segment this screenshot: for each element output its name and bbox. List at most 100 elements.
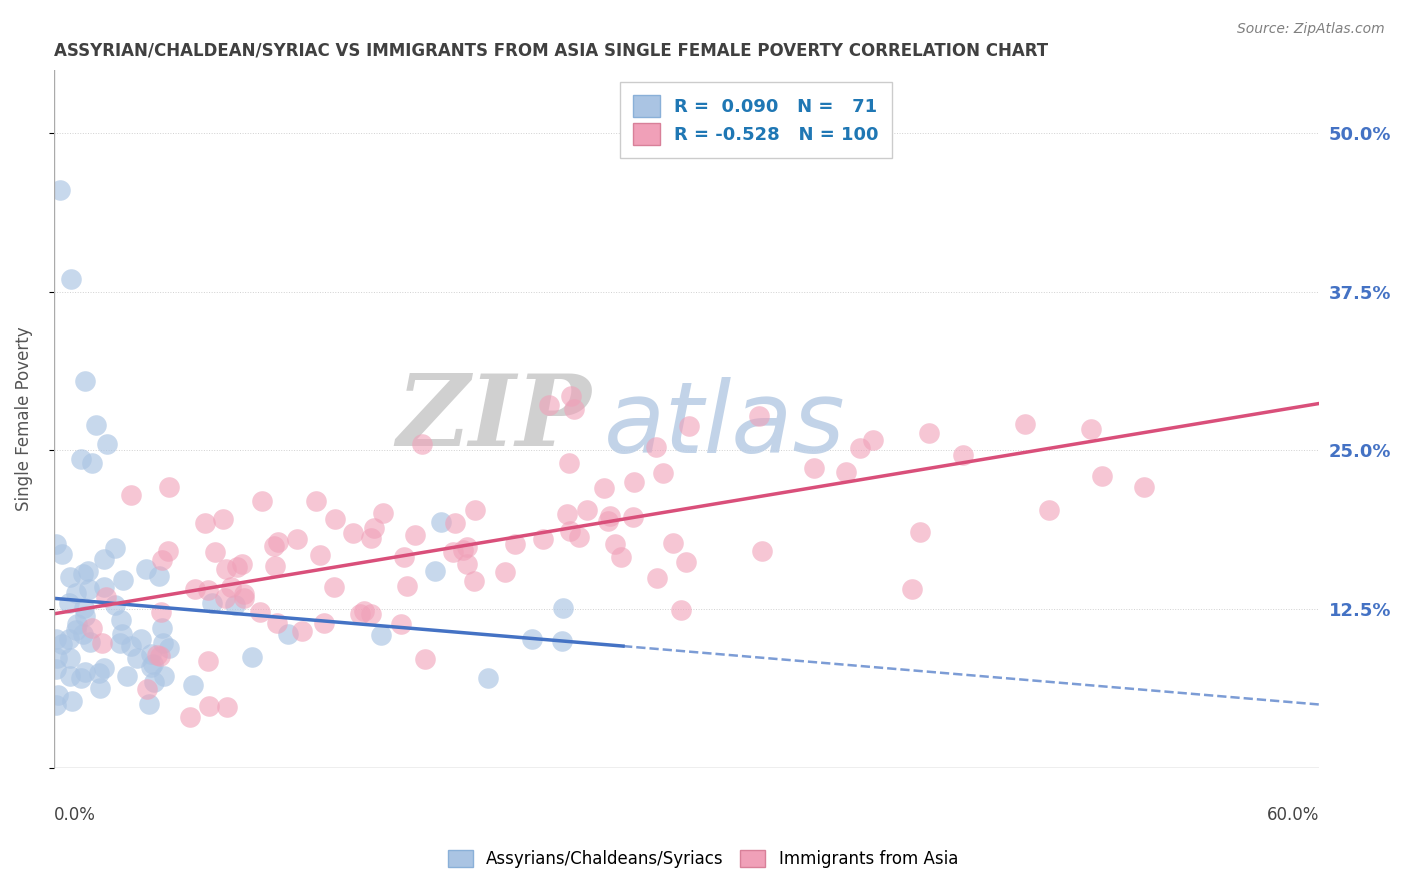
Point	[111, 627, 134, 641]
Point	[179, 710, 201, 724]
Point	[370, 628, 392, 642]
Point	[93, 551, 115, 566]
Point	[441, 545, 464, 559]
Point	[135, 562, 157, 576]
Point	[201, 596, 224, 610]
Point	[678, 418, 700, 433]
Point	[464, 503, 486, 517]
Text: ZIP: ZIP	[396, 370, 592, 467]
Legend: Assyrians/Chaldeans/Syriacs, Immigrants from Asia: Assyrians/Chaldeans/Syriacs, Immigrants …	[441, 843, 965, 875]
Point	[51, 637, 73, 651]
Point	[325, 512, 347, 526]
Point	[221, 580, 243, 594]
Point	[65, 624, 87, 638]
Point	[46, 650, 69, 665]
Point	[65, 586, 87, 600]
Point	[139, 648, 162, 662]
Point	[135, 682, 157, 697]
Point	[46, 688, 69, 702]
Point	[77, 582, 100, 596]
Point	[249, 606, 271, 620]
Point	[94, 590, 117, 604]
Point	[226, 559, 249, 574]
Point	[835, 465, 858, 479]
Point	[908, 524, 931, 539]
Point	[111, 574, 134, 588]
Point	[51, 547, 73, 561]
Point	[125, 651, 148, 665]
Point	[197, 582, 219, 597]
Point	[592, 482, 614, 496]
Point	[675, 555, 697, 569]
Point	[214, 591, 236, 605]
Point	[110, 613, 132, 627]
Point	[115, 669, 138, 683]
Point	[62, 694, 84, 708]
Point	[108, 636, 131, 650]
Point	[45, 698, 67, 713]
Point	[568, 530, 591, 544]
Point	[603, 536, 626, 550]
Text: ASSYRIAN/CHALDEAN/SYRIAC VS IMMIGRANTS FROM ASIA SINGLE FEMALE POVERTY CORRELATI: ASSYRIAN/CHALDEAN/SYRIAC VS IMMIGRANTS F…	[53, 42, 1047, 60]
Point	[72, 626, 94, 640]
Point	[240, 650, 263, 665]
Point	[215, 562, 238, 576]
Point	[157, 480, 180, 494]
Point	[373, 506, 395, 520]
Point	[93, 661, 115, 675]
Point	[494, 565, 516, 579]
Point	[75, 374, 97, 388]
Point	[267, 535, 290, 549]
Point	[146, 648, 169, 662]
Point	[263, 539, 285, 553]
Point	[181, 678, 204, 692]
Point	[456, 541, 478, 555]
Point	[149, 605, 172, 619]
Point	[623, 475, 645, 489]
Point	[91, 636, 114, 650]
Point	[66, 617, 89, 632]
Point	[610, 549, 633, 564]
Point	[59, 668, 82, 682]
Point	[621, 509, 644, 524]
Point	[1014, 417, 1036, 432]
Point	[233, 591, 256, 606]
Point	[392, 550, 415, 565]
Point	[444, 516, 467, 531]
Point	[77, 564, 100, 578]
Point	[360, 607, 382, 622]
Point	[918, 425, 941, 440]
Point	[104, 598, 127, 612]
Point	[157, 641, 180, 656]
Text: Source: ZipAtlas.com: Source: ZipAtlas.com	[1237, 22, 1385, 37]
Point	[96, 437, 118, 451]
Point	[952, 449, 974, 463]
Point	[560, 389, 582, 403]
Point	[252, 493, 274, 508]
Point	[551, 634, 574, 648]
Point	[232, 587, 254, 601]
Point	[184, 582, 207, 596]
Point	[266, 616, 288, 631]
Point	[291, 624, 314, 638]
Point	[150, 620, 173, 634]
Point	[152, 636, 174, 650]
Point	[211, 512, 233, 526]
Point	[389, 616, 412, 631]
Point	[1038, 502, 1060, 516]
Point	[224, 599, 246, 613]
Point	[537, 398, 560, 412]
Point	[217, 700, 239, 714]
Point	[72, 567, 94, 582]
Point	[70, 451, 93, 466]
Point	[277, 627, 299, 641]
Point	[349, 607, 371, 622]
Point	[142, 674, 165, 689]
Point	[425, 564, 447, 578]
Point	[141, 660, 163, 674]
Point	[58, 596, 80, 610]
Point	[73, 608, 96, 623]
Text: 60.0%: 60.0%	[1267, 806, 1319, 824]
Point	[59, 272, 82, 286]
Point	[89, 681, 111, 695]
